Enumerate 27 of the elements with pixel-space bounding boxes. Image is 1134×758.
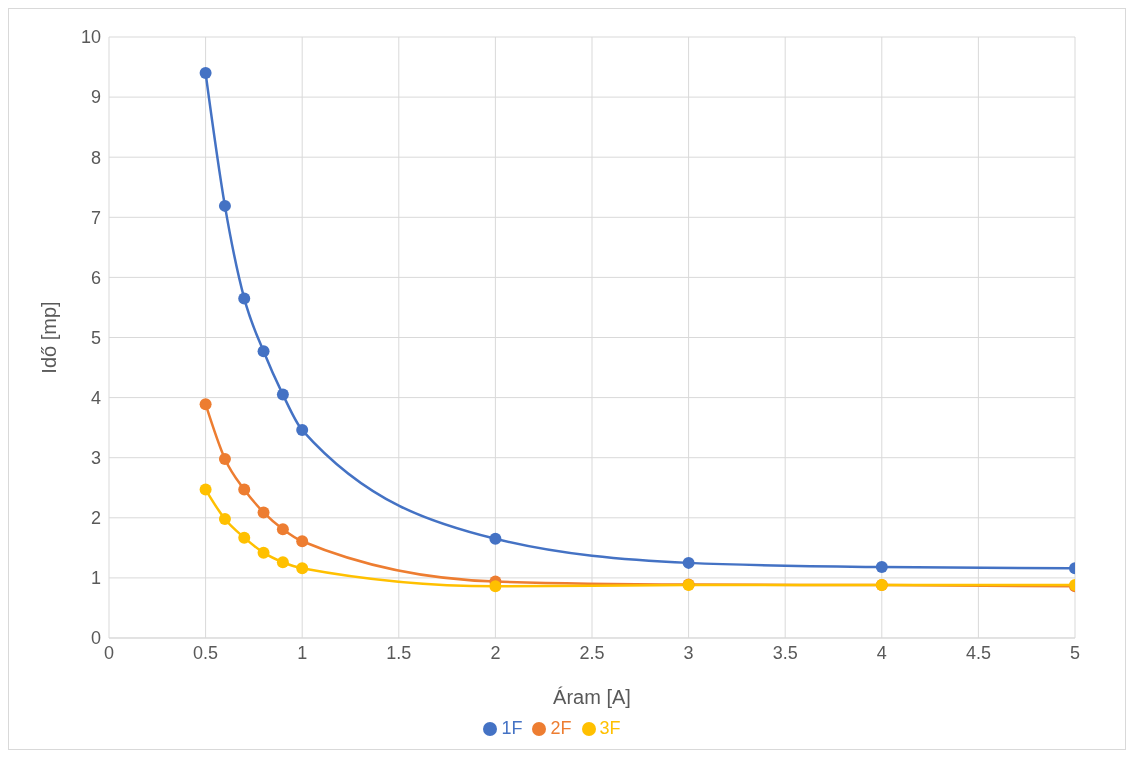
x-tick-label: 3: [683, 642, 694, 663]
y-tick-label: 0: [90, 628, 101, 649]
y-axis-title: Idő [mp]: [38, 301, 61, 374]
x-tick-label: 5: [1069, 642, 1081, 663]
x-tick-label: 2.5: [579, 642, 605, 663]
legend-label: 3F: [599, 718, 621, 738]
x-tick-label: 2: [490, 642, 501, 663]
y-tick-label: 5: [90, 327, 101, 348]
x-tick-label: 1.5: [386, 642, 412, 663]
x-tick-label: 0.5: [193, 642, 219, 663]
x-tick-label: 0: [103, 642, 115, 663]
y-tick-label: 2: [90, 508, 101, 529]
x-axis-title: Áram [A]: [553, 686, 631, 708]
y-tick-label: 3: [90, 448, 101, 469]
legend-label: 1F: [501, 718, 523, 738]
y-tick-label: 6: [90, 267, 101, 288]
y-tick-label: 4: [90, 387, 101, 408]
y-tick-label: 10: [80, 27, 101, 48]
y-tick-label: 7: [90, 207, 101, 228]
y-tick-label: 1: [90, 568, 101, 589]
x-tick-label: 4.5: [965, 642, 991, 663]
y-tick-label: 8: [90, 147, 101, 168]
x-tick-label: 1: [297, 642, 308, 663]
x-tick-label: 4: [876, 642, 887, 663]
x-tick-label: 3.5: [772, 642, 798, 663]
y-tick-label: 9: [90, 87, 101, 108]
legend-label: 2F: [550, 718, 572, 738]
